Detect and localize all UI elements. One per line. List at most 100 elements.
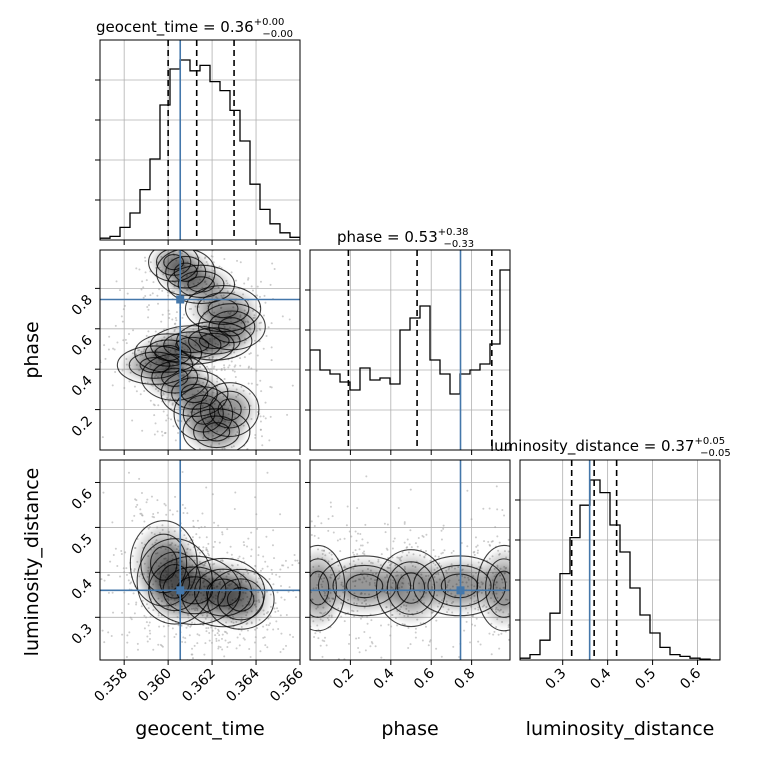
sample-point bbox=[149, 294, 152, 297]
sample-point bbox=[471, 684, 473, 686]
y-tick-label-phase: 0.8 bbox=[69, 292, 96, 319]
sample-point bbox=[296, 644, 298, 646]
sample-point bbox=[98, 562, 100, 564]
title-phase: phase = 0.53+0.38 −0.33 bbox=[337, 227, 474, 250]
sample-point bbox=[394, 617, 397, 620]
sample-point bbox=[120, 550, 123, 553]
sample-point bbox=[337, 607, 340, 610]
sample-point bbox=[279, 513, 282, 516]
sample-point bbox=[122, 308, 125, 311]
sample-point bbox=[147, 624, 150, 627]
sample-point bbox=[257, 546, 260, 549]
sample-point bbox=[164, 504, 167, 507]
sample-point bbox=[452, 550, 455, 553]
sample-point bbox=[294, 639, 296, 641]
x-tick-label-luminosity_distance: 0.5 bbox=[632, 666, 659, 693]
sample-point bbox=[116, 341, 119, 344]
sample-point bbox=[188, 307, 191, 310]
sample-point bbox=[472, 551, 475, 554]
sample-point bbox=[273, 557, 276, 560]
contour-line bbox=[163, 253, 185, 271]
sample-point bbox=[291, 384, 294, 387]
sample-point bbox=[469, 641, 472, 644]
sample-point bbox=[400, 660, 402, 662]
sample-point bbox=[271, 603, 273, 605]
sample-point bbox=[160, 320, 163, 323]
sample-point bbox=[116, 565, 119, 568]
sample-point bbox=[533, 571, 535, 573]
sample-point bbox=[191, 647, 194, 650]
sample-point bbox=[262, 415, 265, 418]
sample-point bbox=[293, 547, 295, 549]
sample-point bbox=[154, 330, 157, 333]
sample-point bbox=[536, 618, 538, 620]
sample-point bbox=[521, 598, 523, 600]
sample-point bbox=[313, 534, 316, 537]
sample-point bbox=[325, 703, 327, 705]
sample-point bbox=[264, 401, 267, 404]
sample-point bbox=[507, 538, 510, 541]
sample-point bbox=[359, 617, 362, 620]
sample-point bbox=[136, 642, 139, 645]
sample-point bbox=[281, 564, 284, 567]
contour-line bbox=[218, 317, 246, 337]
sample-point bbox=[153, 414, 156, 417]
sample-point bbox=[397, 556, 400, 559]
sample-point bbox=[529, 565, 531, 567]
sample-point bbox=[517, 609, 519, 611]
sample-point bbox=[149, 632, 152, 635]
sample-point bbox=[286, 413, 289, 416]
sample-point bbox=[269, 601, 271, 603]
sample-point bbox=[526, 568, 528, 570]
sample-point bbox=[523, 588, 525, 590]
sample-point bbox=[392, 540, 395, 543]
y-axis-label-phase: phase bbox=[21, 321, 43, 378]
sample-point bbox=[239, 261, 242, 264]
sample-point bbox=[177, 624, 180, 627]
sample-point bbox=[557, 559, 559, 561]
sample-point bbox=[279, 568, 282, 571]
sample-point bbox=[283, 598, 286, 601]
contour-line bbox=[155, 250, 216, 296]
sample-point bbox=[301, 555, 303, 557]
sample-point bbox=[264, 417, 267, 420]
sample-point bbox=[390, 625, 393, 628]
sample-point bbox=[207, 554, 210, 557]
sample-point bbox=[128, 380, 131, 383]
sample-point bbox=[266, 646, 269, 649]
sample-point bbox=[171, 318, 174, 321]
sample-point bbox=[279, 614, 282, 617]
sample-point bbox=[148, 629, 151, 632]
sample-point bbox=[140, 491, 143, 494]
sample-point bbox=[489, 544, 492, 547]
sample-point bbox=[268, 439, 271, 442]
sample-point bbox=[139, 508, 142, 511]
sample-point bbox=[235, 279, 238, 282]
sample-point bbox=[144, 260, 147, 263]
sample-point bbox=[107, 591, 110, 594]
sample-point bbox=[192, 519, 195, 522]
sample-point bbox=[537, 623, 539, 625]
sample-point bbox=[418, 554, 421, 557]
sample-point bbox=[167, 247, 169, 249]
sample-point bbox=[300, 612, 302, 614]
sample-point bbox=[121, 633, 124, 636]
sample-point bbox=[536, 663, 538, 665]
sample-point bbox=[403, 623, 406, 626]
sample-point bbox=[147, 330, 150, 333]
sample-point bbox=[269, 597, 271, 599]
sample-point bbox=[511, 680, 513, 682]
sample-point bbox=[185, 626, 188, 629]
y-tick-label-luminosity_distance: 0.5 bbox=[69, 531, 96, 558]
sample-point bbox=[408, 543, 411, 546]
sample-point bbox=[503, 661, 505, 663]
contour-line bbox=[163, 331, 222, 359]
sample-point bbox=[82, 569, 84, 571]
sample-point bbox=[466, 611, 469, 614]
sample-point bbox=[357, 665, 359, 667]
sample-point bbox=[365, 475, 368, 478]
sample-point bbox=[141, 429, 144, 432]
sample-point bbox=[498, 541, 501, 544]
sample-point bbox=[142, 296, 145, 299]
sample-point bbox=[204, 642, 207, 645]
